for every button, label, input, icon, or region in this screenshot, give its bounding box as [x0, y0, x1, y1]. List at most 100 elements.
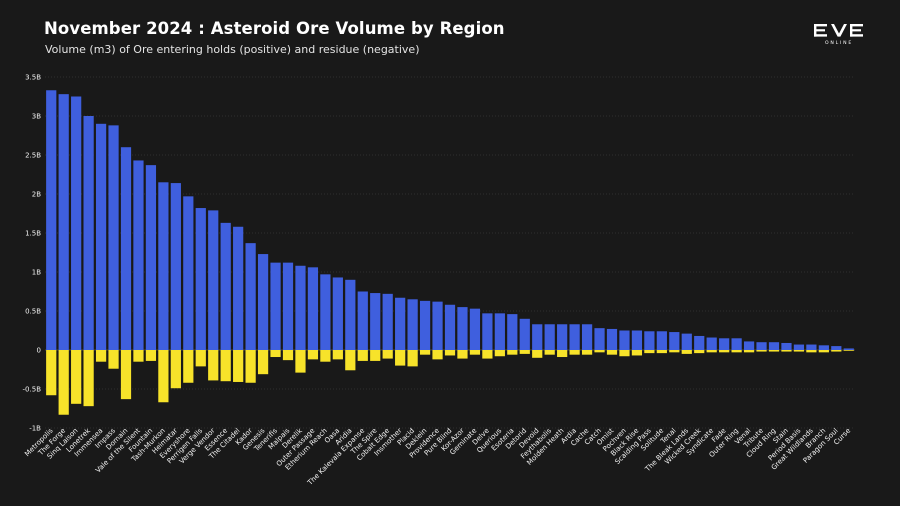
- bar-negative: [781, 350, 792, 352]
- logo-subtext: ONLINE: [825, 40, 853, 46]
- bar-positive: [594, 328, 605, 350]
- bar-positive: [432, 301, 443, 350]
- bar-positive: [282, 262, 294, 350]
- bar-negative: [507, 350, 518, 355]
- bar-negative: [257, 350, 269, 375]
- bar-positive: [457, 307, 468, 350]
- bar-positive: [257, 254, 269, 350]
- bar-negative: [295, 350, 306, 373]
- bar-positive: [220, 222, 231, 350]
- y-tick-label: -0.5B: [23, 386, 42, 394]
- bar-positive: [656, 331, 667, 350]
- bar-positive: [345, 279, 356, 350]
- y-tick-label: -1B: [29, 425, 41, 433]
- bar-positive: [519, 318, 530, 350]
- y-tick-label: 3.5B: [25, 74, 41, 82]
- bar-positive: [58, 94, 69, 350]
- bar-negative: [569, 350, 580, 355]
- bar-negative: [631, 350, 643, 356]
- bar-negative: [95, 350, 107, 362]
- bar-negative: [71, 350, 82, 404]
- bar-positive: [108, 125, 119, 350]
- y-tick-label: 1.5B: [25, 230, 41, 238]
- bar-negative: [532, 350, 543, 358]
- bar-negative: [581, 350, 593, 355]
- bar-negative: [843, 350, 854, 351]
- bar-negative: [46, 350, 57, 396]
- bar-positive: [407, 299, 418, 350]
- bar-positive: [307, 267, 319, 350]
- bar-positive: [320, 274, 331, 350]
- bar-negative: [320, 350, 331, 362]
- bar-negative: [345, 350, 356, 371]
- bar-negative: [133, 350, 144, 362]
- bar-negative: [233, 350, 244, 382]
- bar-positive: [806, 344, 817, 350]
- bar-negative: [644, 350, 655, 354]
- bar-negative: [768, 350, 780, 352]
- bars-layer: [46, 90, 854, 415]
- bar-positive: [569, 324, 580, 350]
- chart-title: November 2024 : Asteroid Ore Volume by R…: [44, 19, 505, 38]
- bar-negative: [307, 350, 319, 360]
- y-tick-label: 1B: [32, 269, 41, 277]
- bar-positive: [46, 90, 57, 350]
- bar-negative: [270, 350, 281, 358]
- bar-negative: [831, 350, 842, 352]
- bar-positive: [444, 304, 456, 350]
- y-tick-label: 0.5B: [25, 308, 41, 316]
- bar-negative: [183, 350, 194, 383]
- bar-positive: [831, 346, 842, 350]
- bar-negative: [220, 350, 231, 382]
- bar-negative: [382, 350, 393, 359]
- bar-negative: [83, 350, 94, 407]
- y-tick-label: 3B: [32, 113, 41, 121]
- bar-positive: [233, 226, 244, 350]
- bar-positive: [843, 348, 854, 350]
- bar-positive: [644, 331, 655, 350]
- bar-positive: [756, 342, 767, 350]
- y-axis-ticks: 3.5B 3B 2.5B 2B 1.5B 1B 0.5B 0 -0.5B -1B: [23, 74, 42, 433]
- bar-positive: [544, 324, 555, 350]
- bar-negative: [719, 350, 730, 353]
- bar-negative: [519, 350, 530, 354]
- bar-negative: [158, 350, 169, 403]
- bar-negative: [395, 350, 406, 366]
- bar-negative: [419, 350, 431, 355]
- bar-positive: [706, 337, 717, 350]
- bar-positive: [120, 147, 132, 350]
- bar-positive: [357, 291, 368, 350]
- bar-positive: [482, 313, 493, 350]
- bar-negative: [482, 350, 493, 359]
- bar-positive: [270, 262, 281, 350]
- bar-positive: [145, 165, 157, 350]
- bar-negative: [208, 350, 219, 381]
- bar-negative: [145, 350, 157, 361]
- bar-positive: [208, 210, 219, 350]
- bar-negative: [706, 350, 717, 353]
- bar-positive: [631, 330, 643, 350]
- bar-positive: [731, 338, 742, 350]
- bar-negative: [606, 350, 618, 355]
- bar-positive: [581, 324, 593, 350]
- bar-positive: [669, 332, 680, 350]
- bar-negative: [195, 350, 206, 367]
- bar-positive: [382, 293, 393, 350]
- bar-positive: [170, 183, 181, 350]
- bar-positive: [694, 335, 705, 350]
- bar-positive: [332, 277, 343, 350]
- bar-positive: [158, 182, 169, 350]
- bar-positive: [606, 328, 618, 350]
- bar-negative: [469, 350, 481, 355]
- chart-subtitle: Volume (m3) of Ore entering holds (posit…: [45, 43, 420, 56]
- bar-negative: [806, 350, 817, 353]
- bar-negative: [669, 350, 680, 353]
- bar-negative: [357, 350, 368, 361]
- y-tick-label: 2B: [32, 191, 41, 199]
- bar-positive: [619, 330, 630, 350]
- bar-negative: [370, 350, 381, 361]
- bar-negative: [544, 350, 555, 355]
- bar-negative: [332, 350, 343, 360]
- bar-positive: [183, 196, 194, 350]
